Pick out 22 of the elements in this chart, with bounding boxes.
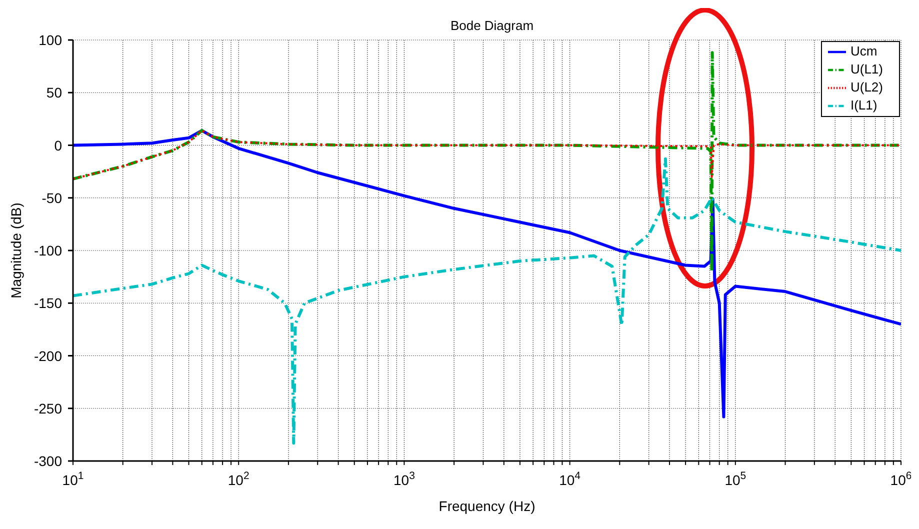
- y-axis-title: Magnitude (dB): [8, 202, 24, 298]
- x-axis-title: Frequency (Hz): [438, 498, 536, 514]
- legend-label: Ucm: [850, 43, 878, 58]
- x-tick-label: 10$^{3}$: [393, 470, 416, 488]
- y-tick-label: -100: [34, 242, 62, 258]
- y-tick-label: -300: [34, 453, 62, 469]
- y-tick-label: 0: [54, 137, 62, 154]
- legend-label: I(L1): [850, 97, 878, 112]
- legend-label: U(L2): [850, 79, 883, 94]
- x-tick-label: 10$^{4}$: [559, 470, 581, 488]
- y-tick-label: -50: [42, 190, 62, 206]
- x-tick-label: 10$^{6}$: [890, 470, 912, 488]
- x-tick-label: 10$^{2}$: [228, 470, 250, 488]
- chart-title: Bode Diagram: [449, 18, 535, 33]
- legend-label: U(L1): [850, 61, 883, 76]
- x-tick-label: 10$^{1}$: [62, 470, 84, 488]
- y-tick-label: -150: [34, 295, 62, 312]
- y-tick-label: -250: [34, 400, 62, 416]
- y-tick-label: -200: [34, 348, 62, 364]
- x-tick-label: 10$^{5}$: [724, 470, 746, 488]
- y-tick-label: 100: [38, 32, 62, 48]
- y-tick-label: 50: [46, 84, 62, 101]
